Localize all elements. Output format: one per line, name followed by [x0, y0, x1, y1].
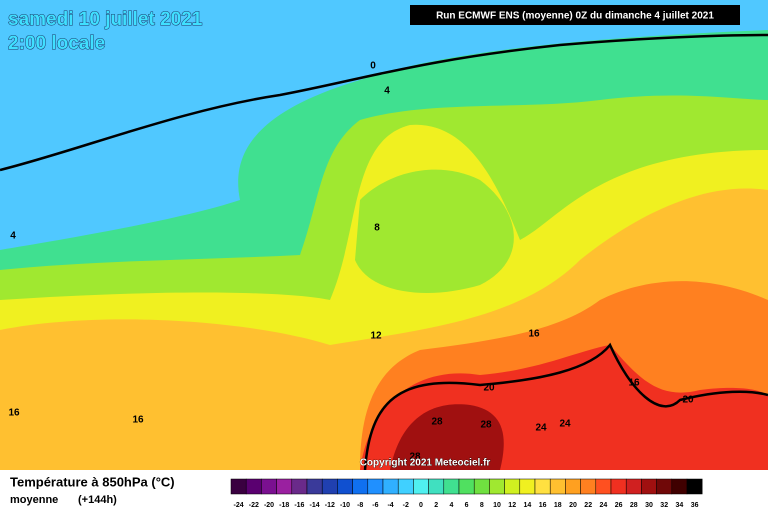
colorbar-label: -4: [387, 502, 393, 509]
colorbar-cell: [489, 478, 505, 495]
colorbar-label: -6: [372, 502, 378, 509]
colorbar-cell: [671, 478, 688, 495]
contour-label: 16: [528, 329, 540, 340]
colorbar-cell: [230, 478, 247, 495]
colorbar-cell: [443, 478, 460, 495]
colorbar-cell: [261, 478, 277, 495]
colorbar-label: 30: [645, 502, 653, 509]
colorbar-cell: [625, 478, 642, 495]
colorbar-label: 28: [630, 502, 638, 509]
colorbar: -24 -22 -20 -18 -16 -14 -12 -10 -8 -6 -4 -2 0 2 4 6 8 10 1…: [230, 478, 703, 509]
contour-label: 28: [480, 420, 492, 431]
colorbar-cell: [610, 478, 627, 495]
colorbar-cell: [382, 478, 399, 495]
colorbar-cell: [504, 478, 521, 495]
heat-max: [390, 404, 504, 470]
colorbar-cell: [306, 478, 323, 495]
contour-label: 28: [431, 417, 443, 428]
date: samedi 10 juillet 2021: [8, 9, 203, 30]
colorbar-label: 26: [615, 502, 623, 509]
time: 2:00 locale: [8, 33, 105, 54]
colorbar-cell: [337, 478, 353, 495]
colorbar-cell: [534, 478, 551, 495]
colorbar-cell: [519, 478, 536, 495]
contour-label: 20: [483, 383, 495, 394]
colorbar-label: 8: [480, 502, 484, 509]
colorbar-label: 2: [434, 502, 438, 509]
colorbar-cell: [565, 478, 581, 495]
contour-label: 4: [10, 231, 16, 242]
colorbar-label: 16: [539, 502, 547, 509]
colorbar-label: 24: [600, 502, 608, 509]
colorbar-label: 22: [584, 502, 592, 509]
contour-label: 24: [559, 419, 571, 430]
isotherm-20: [363, 342, 768, 471]
colorbar-label: -12: [325, 502, 335, 509]
colorbar-cell: [549, 478, 566, 495]
contour-label: 4: [384, 86, 390, 97]
legend-lead: (+144h): [78, 494, 117, 506]
colorbar-cell: [473, 478, 490, 495]
colorbar-label: -22: [249, 502, 259, 509]
colorbar-cell: [686, 478, 703, 495]
colorbar-cell: [245, 478, 262, 495]
contour-label: 20: [682, 395, 694, 406]
contour-label: 28: [409, 452, 421, 463]
colorbar-label: 32: [660, 502, 668, 509]
colorbar-cell: [321, 478, 338, 495]
legend-subtitle: moyenne: [10, 494, 58, 506]
colorbar-cell: [276, 478, 293, 495]
colorbar-cell: [291, 478, 308, 495]
colorbar-label: 18: [554, 502, 562, 509]
colorbar-label: 4: [449, 502, 453, 509]
contour-label: 8: [374, 223, 380, 234]
colorbar-label: -24: [234, 502, 244, 509]
colorbar-label: -20: [264, 502, 274, 509]
colorbar-cell: [397, 478, 414, 495]
contour-label: 16: [132, 415, 144, 426]
colorbar-cell: [595, 478, 612, 495]
colorbar-cell: [428, 478, 445, 495]
run-info: Run ECMWF ENS (moyenne) 0Z du dimanche 4…: [436, 11, 714, 22]
colorbar-label: 0: [419, 502, 423, 509]
colorbar-cell: [413, 478, 429, 495]
colorbar-label: 12: [508, 502, 516, 509]
colorbar-label: 14: [524, 502, 532, 509]
colorbar-label: -8: [357, 502, 363, 509]
cool-pool: [355, 169, 514, 293]
colorbar-label: 6: [465, 502, 469, 509]
colorbar-cell: [656, 478, 673, 495]
colorbar-cell: [352, 478, 369, 495]
colorbar-label: 20: [569, 502, 577, 509]
legend-title: Température à 850hPa (°C): [10, 474, 175, 489]
colorbar-label: -16: [294, 502, 304, 509]
isotherm-0: [0, 33, 768, 172]
colorbar-label: -10: [340, 502, 350, 509]
colorbar-label: 34: [676, 502, 684, 509]
colorbar-cell: [367, 478, 384, 495]
colorbar-cell: [641, 478, 657, 495]
contour-label: 16: [628, 378, 640, 389]
colorbar-label: 10: [493, 502, 501, 509]
copyright: Copyright 2021 Meteociel.fr: [360, 458, 491, 469]
colorbar-label: -18: [279, 502, 289, 509]
run-box: [410, 5, 740, 25]
contour-label: 16: [8, 408, 20, 419]
colorbar-label: 36: [691, 502, 699, 509]
colorbar-cell: [458, 478, 475, 495]
colorbar-label: -2: [403, 502, 409, 509]
contour-label: 12: [370, 331, 382, 342]
contour-label: 0: [370, 61, 376, 72]
colorbar-cell: [580, 478, 597, 495]
contour-label: 24: [535, 423, 547, 434]
colorbar-label: -14: [310, 502, 320, 509]
